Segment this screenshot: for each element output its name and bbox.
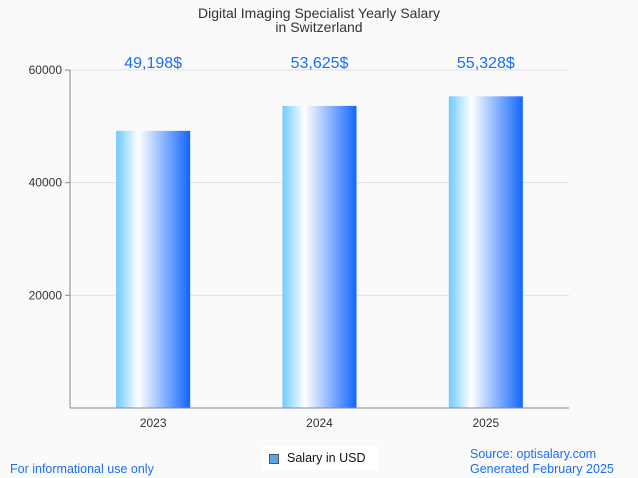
data-label: 49,198$ [124,55,182,72]
y-tick-label: 20000 [29,288,63,302]
generated-date: Generated February 2025 [470,462,614,476]
x-tick-label: 2023 [140,416,167,430]
disclaimer: For informational use only [10,462,154,476]
data-label: 53,625$ [291,55,349,72]
legend: Salary in USD [262,446,378,470]
y-tick-label: 40000 [29,176,63,190]
source-link[interactable]: Source: optisalary.com [470,447,597,461]
bar-2025 [448,96,523,408]
chart-title: Digital Imaging Specialist Yearly Salary [198,5,440,21]
data-label: 55,328$ [457,55,515,72]
bar-2024 [282,105,357,408]
legend-swatch [269,454,279,464]
x-tick-label: 2024 [306,416,333,430]
y-tick-label: 60000 [29,63,63,77]
chart-subtitle: in Switzerland [275,19,362,35]
x-tick-label: 2025 [472,416,499,430]
legend-label: Salary in USD [287,451,366,465]
bar-2023 [116,130,191,409]
